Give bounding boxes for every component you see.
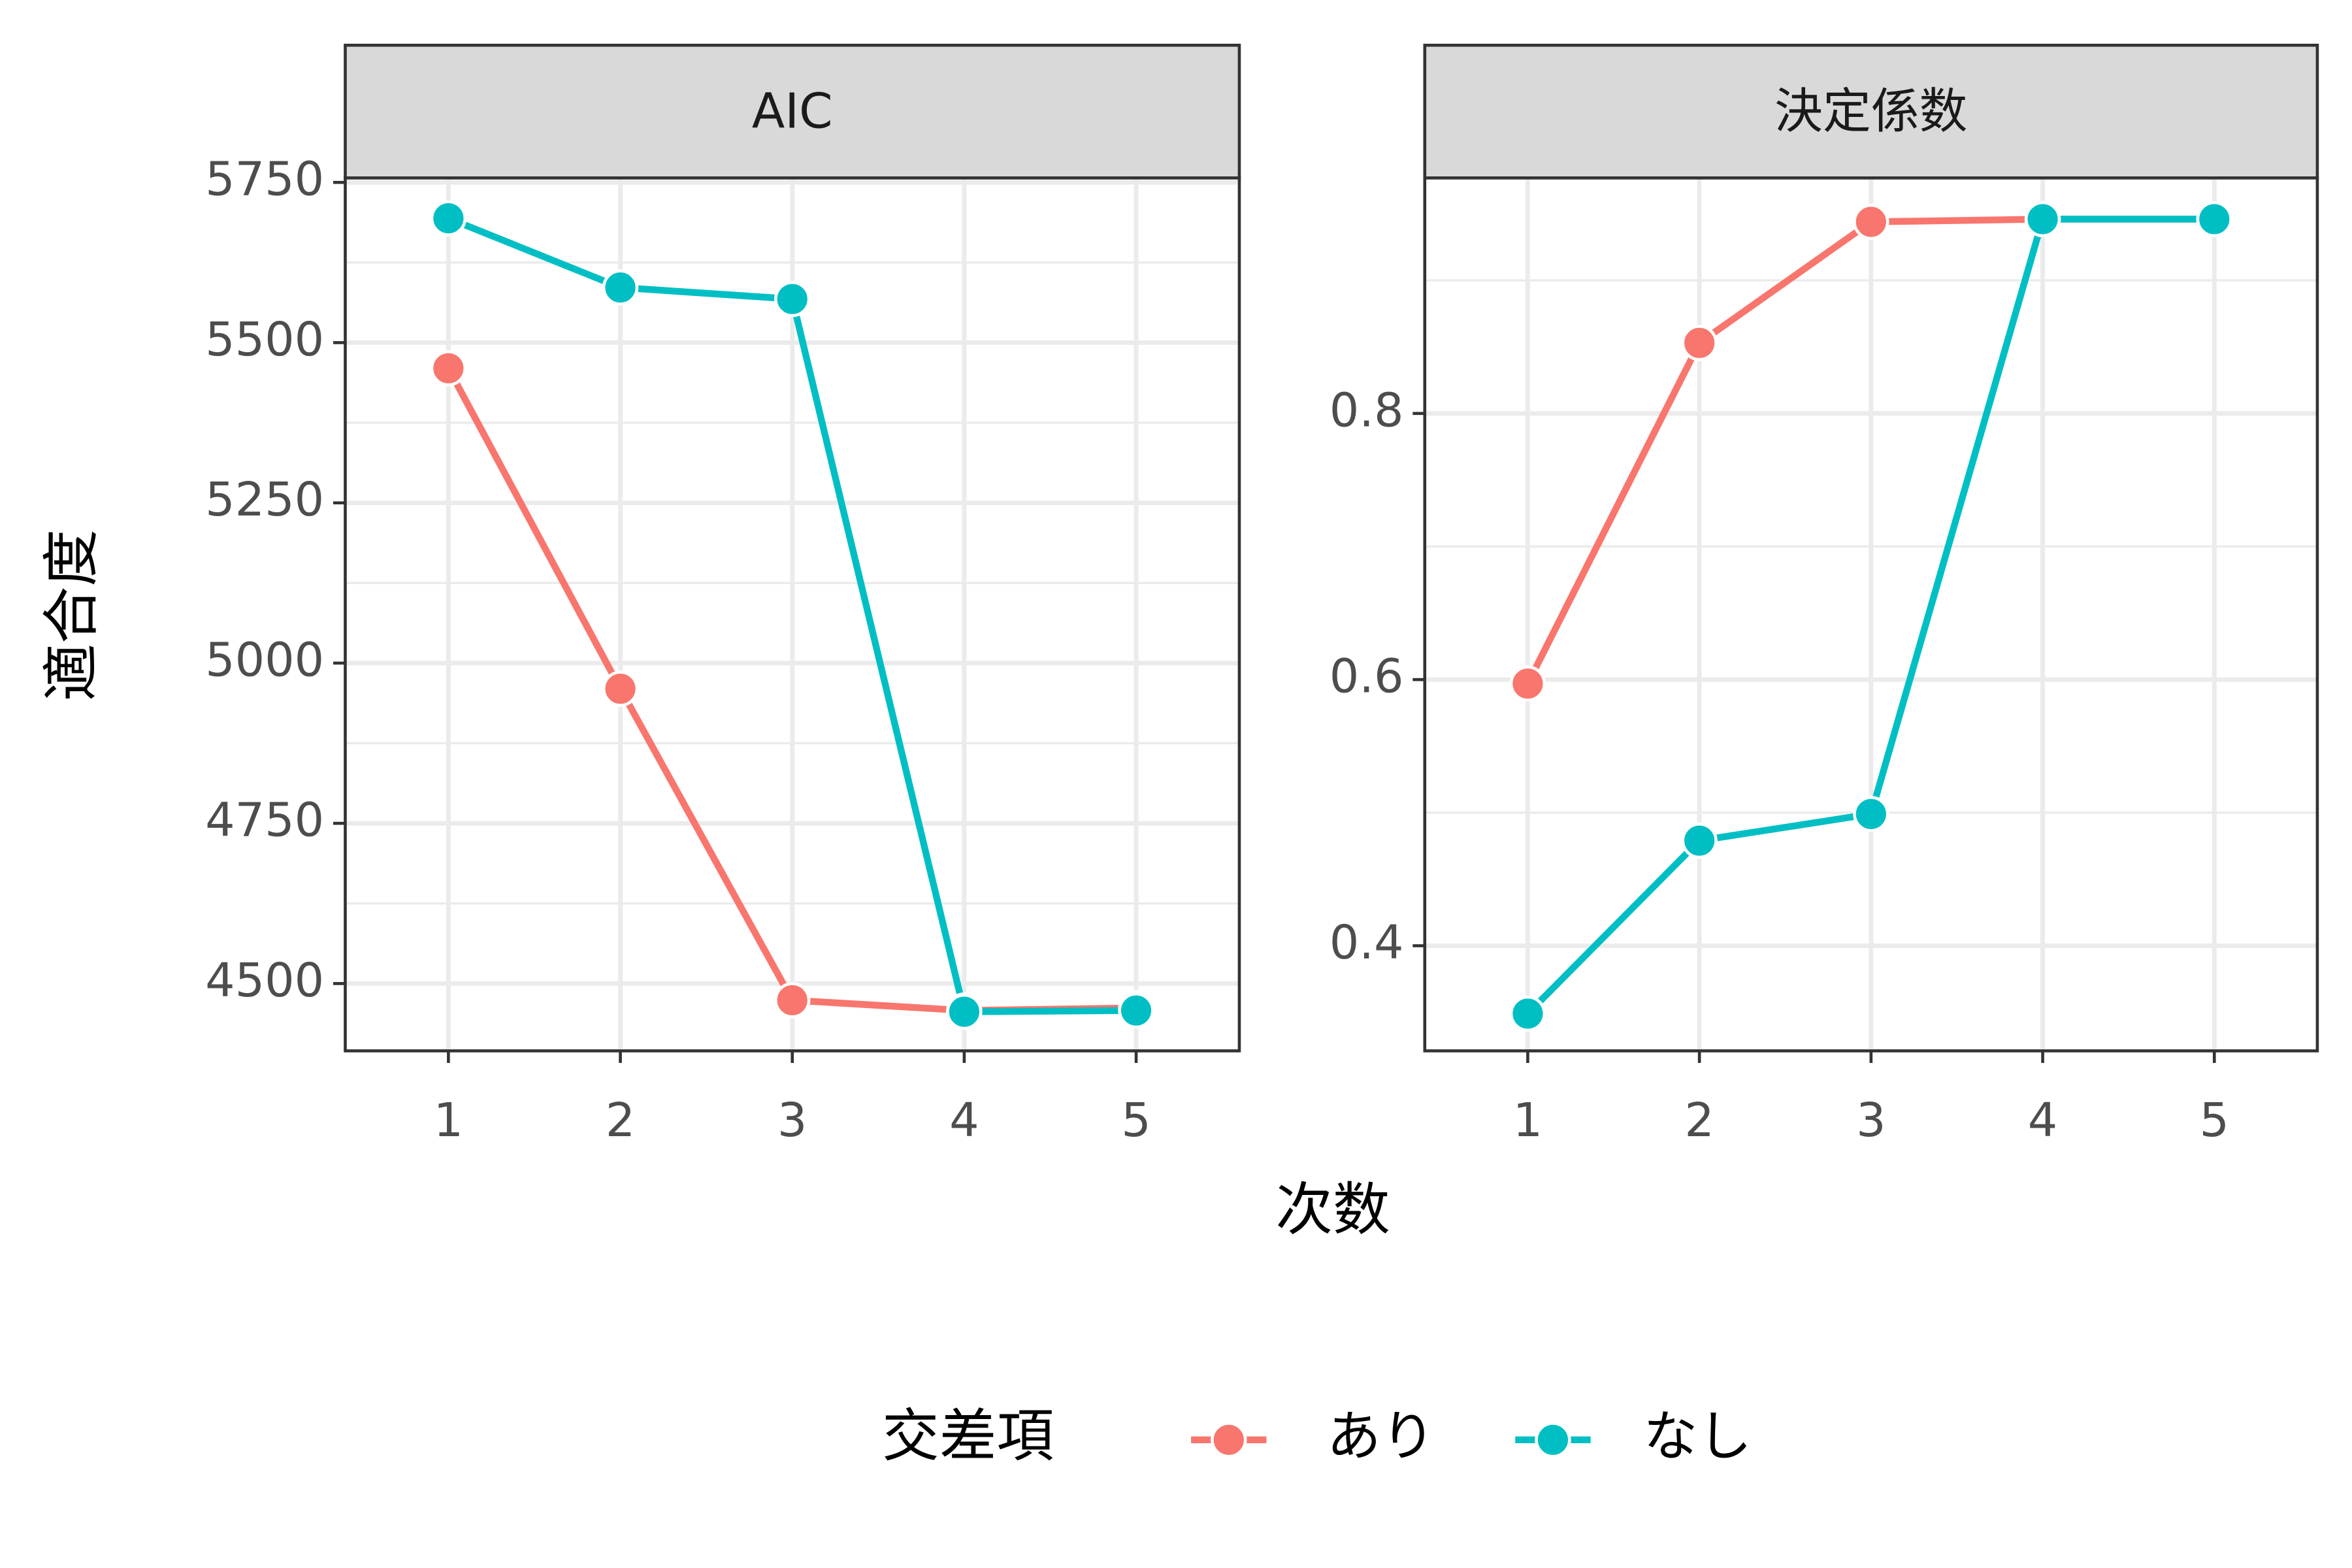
x-tick-label: 4 xyxy=(949,1093,979,1147)
data-point xyxy=(2196,201,2232,238)
legend-key-point xyxy=(1535,1422,1571,1458)
data-point xyxy=(946,993,983,1030)
x-tick-label: 2 xyxy=(606,1093,636,1147)
data-point xyxy=(774,281,811,318)
legend-title: 交差項 xyxy=(882,1403,1054,1469)
y-tick-label: 0.8 xyxy=(1330,383,1404,437)
data-point xyxy=(1118,992,1154,1029)
strip xyxy=(344,43,1241,180)
y-tick-label: 0.6 xyxy=(1330,649,1404,704)
strip-label: AIC xyxy=(752,83,833,139)
data-point xyxy=(430,350,467,387)
legend-label: あり xyxy=(1327,1405,1435,1468)
x-tick-label: 3 xyxy=(1856,1093,1886,1147)
strip-label: 決定係数 xyxy=(1774,83,1967,139)
data-point xyxy=(1853,796,1889,832)
data-point xyxy=(602,670,639,707)
data-point xyxy=(2024,201,2061,238)
data-point xyxy=(430,200,467,237)
data-point xyxy=(1681,325,1718,361)
x-tick-label: 1 xyxy=(1513,1093,1543,1147)
y-tick-label: 0.4 xyxy=(1330,915,1404,970)
y-tick-label: 4750 xyxy=(205,793,324,847)
x-tick-label: 2 xyxy=(1684,1093,1714,1147)
data-point xyxy=(774,982,811,1019)
legend-label: なし xyxy=(1643,1405,1752,1468)
x-tick-label: 3 xyxy=(777,1093,808,1147)
y-axis-title: 適合度 xyxy=(38,529,105,701)
data-point xyxy=(602,269,639,306)
data-point xyxy=(1681,822,1718,859)
x-axis-title: 次数 xyxy=(1275,1177,1390,1243)
y-tick-label: 4500 xyxy=(205,953,324,1007)
x-tick-label: 5 xyxy=(1121,1093,1151,1147)
y-tick-label: 5000 xyxy=(205,632,324,687)
y-tick-label: 5250 xyxy=(205,472,324,527)
legend-key-point xyxy=(1211,1422,1247,1458)
data-point xyxy=(1509,665,1546,702)
data-point xyxy=(1509,995,1546,1032)
strip xyxy=(1423,43,2319,180)
y-tick-label: 5750 xyxy=(205,152,324,206)
y-tick-label: 5500 xyxy=(205,312,324,367)
x-tick-label: 4 xyxy=(2028,1093,2058,1147)
x-tick-label: 1 xyxy=(434,1093,464,1147)
x-tick-label: 5 xyxy=(2200,1093,2230,1147)
data-point xyxy=(1853,203,1889,240)
